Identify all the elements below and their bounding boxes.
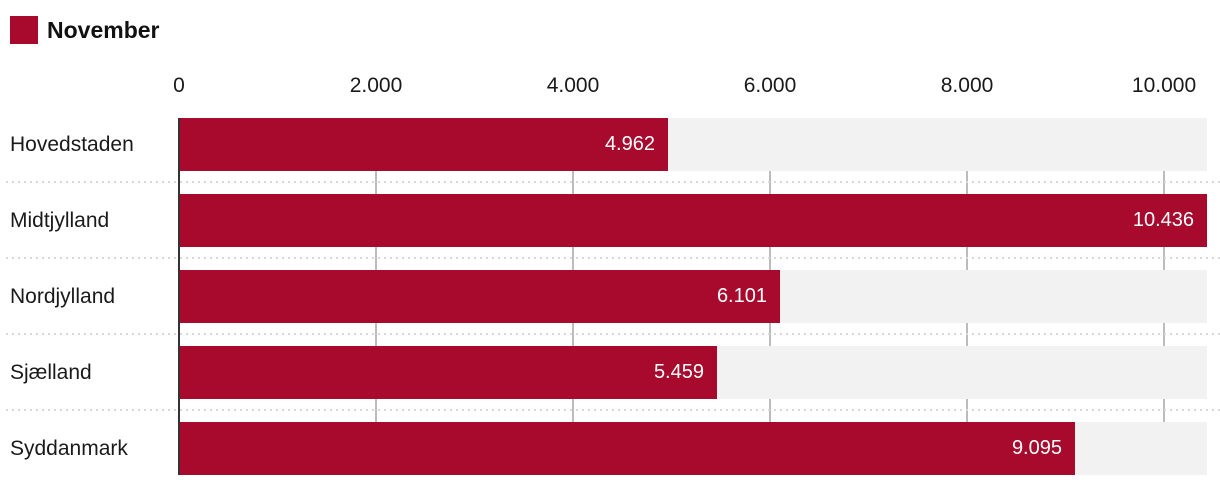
legend-label: November — [47, 16, 160, 43]
category-label: Syddanmark — [10, 436, 128, 460]
bar-value-label: 4.962 — [604, 133, 655, 155]
bar-value-label: 6.101 — [716, 285, 767, 307]
bar-syddanmark: 9.095 — [179, 422, 1075, 475]
row-separator — [6, 181, 1220, 183]
legend: November — [10, 16, 159, 44]
category-label: Sjælland — [10, 360, 92, 384]
x-axis-tick-label: 6.000 — [743, 74, 797, 97]
category-label: Midtjylland — [10, 208, 110, 232]
row-separator — [6, 257, 1220, 259]
x-axis-tick-label: 2.000 — [349, 74, 403, 97]
x-axis-tick-label: 10.000 — [1131, 74, 1197, 97]
bar-value-label: 10.436 — [1132, 209, 1194, 231]
legend-swatch-icon — [10, 16, 38, 44]
bar-sjælland: 5.459 — [179, 346, 717, 399]
bar-value-label: 9.095 — [1011, 437, 1062, 459]
x-axis-tick-label: 0 — [173, 74, 185, 97]
y-axis-line — [178, 118, 180, 475]
x-axis-tick-label: 8.000 — [940, 74, 994, 97]
bar-midtjylland: 10.436 — [179, 194, 1207, 247]
row-separator — [6, 333, 1220, 335]
row-separator — [6, 409, 1220, 411]
category-label: Hovedstaden — [10, 132, 134, 156]
x-axis-tick-label: 4.000 — [546, 74, 600, 97]
category-label: Nordjylland — [10, 284, 116, 308]
bar-hovedstaden: 4.962 — [179, 118, 668, 171]
bar-value-label: 5.459 — [653, 361, 704, 383]
bar-nordjylland: 6.101 — [179, 270, 780, 323]
